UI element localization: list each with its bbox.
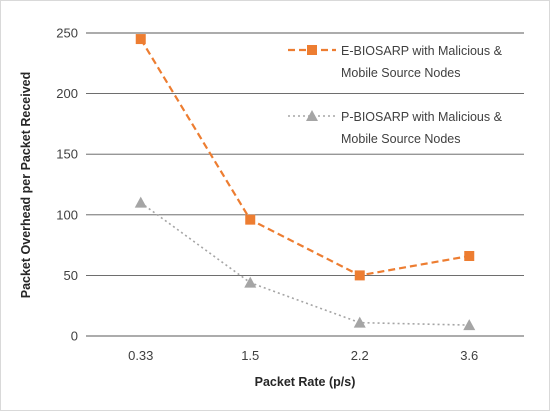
x-tick-label: 2.2: [351, 348, 369, 363]
legend-label: Mobile Source Nodes: [341, 132, 461, 146]
legend-item-2: P-BIOSARP with Malicious & Mobile Source …: [288, 110, 503, 146]
y-tick-label: 0: [71, 329, 78, 344]
legend-label: Mobile Source Nodes: [341, 66, 461, 80]
y-axis-title: Packet Overhead per Packet Received: [19, 72, 33, 299]
legend-marker: [307, 45, 317, 55]
y-tick-label: 100: [56, 207, 78, 222]
series-group: [134, 34, 476, 331]
x-tick-label: 0.33: [128, 348, 153, 363]
y-tick-label: 50: [64, 268, 78, 283]
y-axis-ticks: 0 50 100 150 200 250: [56, 26, 78, 344]
series-2-point: [244, 276, 257, 288]
x-axis-title: Packet Rate (p/s): [255, 375, 356, 389]
legend-label: P-BIOSARP with Malicious &: [341, 110, 503, 124]
legend-item-1: E-BIOSARP with Malicious & Mobile Source …: [288, 44, 503, 80]
legend-label: E-BIOSARP with Malicious &: [341, 44, 503, 58]
y-tick-label: 250: [56, 26, 78, 41]
legend-marker: [306, 110, 318, 121]
gridlines: [86, 32, 524, 337]
series-2-line: [140, 202, 470, 326]
y-tick-label: 150: [56, 147, 78, 162]
x-axis-ticks: 0.33 1.5 2.2 3.6: [128, 348, 478, 363]
series-2-point: [463, 319, 476, 331]
series-1-point: [354, 270, 365, 281]
series-1-point: [245, 214, 256, 225]
series-1-point: [135, 34, 146, 45]
x-tick-label: 1.5: [241, 348, 259, 363]
series-2-point: [134, 196, 147, 208]
series-2-point: [353, 316, 366, 328]
legend: E-BIOSARP with Malicious & Mobile Source …: [288, 44, 503, 146]
series-1-point: [464, 251, 475, 262]
series-1-line: [139, 38, 470, 277]
y-tick-label: 200: [56, 86, 78, 101]
x-tick-label: 3.6: [460, 348, 478, 363]
